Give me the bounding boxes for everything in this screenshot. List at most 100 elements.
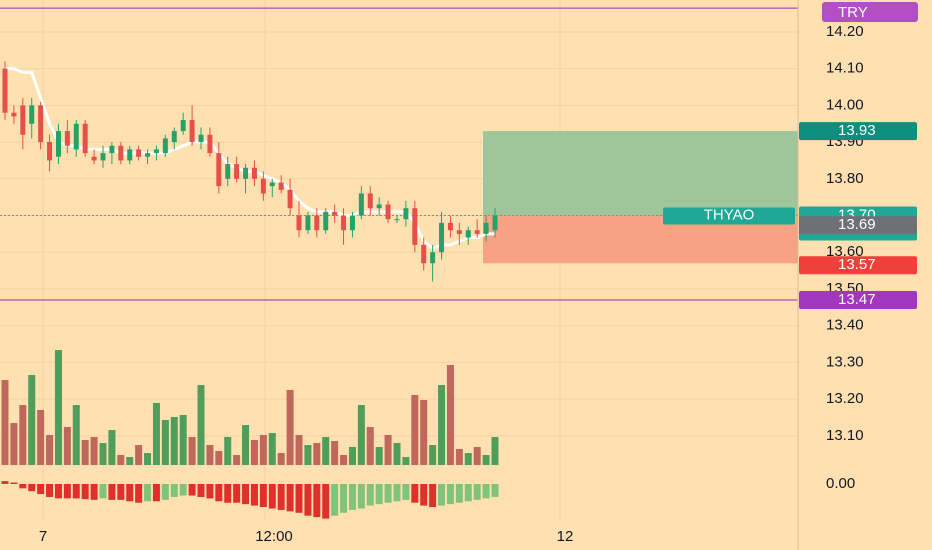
volume-bar [286,390,294,465]
osc-bar [37,484,45,495]
y-tick-label: 13.30 [826,353,864,370]
volume-bar [63,427,71,465]
volume-bar [366,427,374,465]
candle-body [127,149,133,161]
osc-bar [348,484,356,510]
y-tick-label: 13.80 [826,170,864,187]
candle-body [136,149,142,157]
candle-body [118,145,124,161]
volume-bar [144,453,152,465]
volume-bar [170,417,178,465]
candle-body [171,131,177,143]
osc-bar [215,484,223,502]
osc-bar [99,484,107,499]
volume-bar [393,443,401,465]
osc-bar [179,484,187,496]
candle-body [323,211,329,231]
currency-label: TRY [838,4,868,21]
y-tick-label: 14.20 [826,23,864,40]
candle-body [243,167,249,179]
candle-body [47,142,53,161]
candle-body [91,156,97,161]
volume-bar [340,455,348,465]
osc-bar [206,484,214,499]
candle-body [269,182,275,187]
osc-bar [126,484,134,502]
osc-bar [384,484,392,503]
candle-body [189,120,195,143]
osc-bar [135,484,143,503]
osc-bar [28,484,36,492]
osc-bar [491,484,499,497]
volume-bar [28,375,36,465]
osc-bar [250,484,258,506]
candle-body [153,149,159,154]
osc-bar [340,484,348,513]
candle-body [20,105,26,135]
price-badge [799,256,917,275]
osc-bar [81,484,89,500]
osc-bar [152,484,160,502]
candle-body [38,105,44,143]
volume-bar [295,435,303,465]
candle-body [73,123,79,150]
candle-body [394,219,400,221]
candle-body [474,230,480,234]
y-tick-label: 14.10 [826,60,864,77]
volume-bar [411,395,419,465]
candle-body [305,215,311,231]
volume-bar [188,437,196,465]
candle-body [341,215,347,231]
y-tick-label: 13.10 [826,427,864,444]
osc-bar [117,484,125,500]
osc-bar [188,484,196,496]
candle-body [109,145,115,154]
volume-bar [117,455,125,465]
osc-bar [295,484,303,513]
osc-bar [304,484,312,516]
volume-bar [250,440,258,465]
volume-bar [161,420,169,465]
volume-bar [473,447,481,465]
candle-body [145,153,151,157]
volume-bar [37,410,45,465]
candle-body [314,215,320,231]
volume-bar [455,449,463,465]
volume-bar [126,457,134,465]
candle-body [162,138,168,154]
volume-bar [313,443,321,465]
osc-bar [313,484,321,518]
candle-body [287,189,293,209]
candle-body [260,178,266,194]
osc-bar [90,484,98,500]
osc-bar [357,484,365,509]
volume-bar [224,437,232,465]
candle-body [421,244,427,264]
symbol-badge [663,207,795,225]
candle-body [296,215,302,231]
volume-bar [402,457,410,465]
volume-bar [375,447,383,465]
volume-bar [277,453,285,465]
osc-bar [242,484,250,505]
osc-bar [420,484,428,506]
osc-bar [144,484,152,502]
volume-bar [438,385,446,465]
volume-bar [72,405,80,465]
price-badge [799,290,917,309]
candle-body [55,131,61,157]
volume-bar [1,380,9,465]
candle-body [430,252,436,264]
volume-bar [54,350,62,465]
osc-bar [482,484,490,499]
osc-bar [277,484,285,510]
osc-bar [464,484,472,502]
target-zone [483,131,798,216]
symbol-label: THYAO [704,206,755,223]
osc-bar [429,484,437,508]
osc-bar [197,484,205,497]
volume-bar [179,415,187,465]
osc-bar [10,482,18,484]
candle-body [234,164,240,179]
